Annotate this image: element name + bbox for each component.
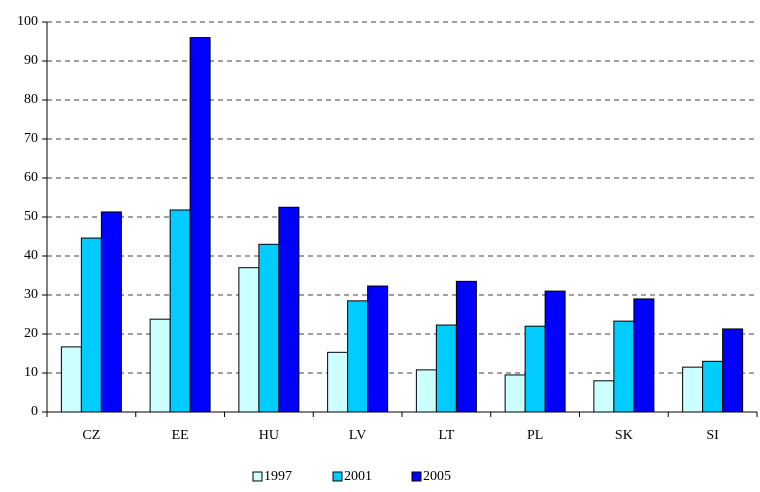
y-tick-label: 50 bbox=[24, 209, 38, 224]
legend-swatch bbox=[411, 471, 422, 482]
bar bbox=[435, 324, 457, 413]
bar bbox=[347, 300, 369, 413]
legend-label: 1997 bbox=[264, 469, 292, 484]
legend-label: 2001 bbox=[344, 469, 372, 484]
bar bbox=[238, 267, 260, 413]
y-tick-label: 10 bbox=[24, 365, 38, 380]
bar bbox=[504, 374, 526, 413]
bar bbox=[702, 360, 724, 413]
x-tick-label: SI bbox=[706, 428, 719, 443]
bar bbox=[278, 206, 300, 413]
bar bbox=[189, 37, 211, 413]
x-tick-label: LV bbox=[349, 428, 366, 443]
legend-label: 2005 bbox=[423, 469, 451, 484]
bar bbox=[60, 346, 82, 413]
x-tick-label: EE bbox=[172, 428, 189, 443]
legend-swatch bbox=[252, 471, 263, 482]
bar bbox=[455, 280, 477, 413]
bar bbox=[544, 290, 566, 413]
x-tick-label: PL bbox=[527, 428, 543, 443]
bar bbox=[80, 237, 102, 413]
bar bbox=[327, 351, 349, 413]
bar bbox=[633, 298, 655, 413]
x-tick-label: CZ bbox=[82, 428, 100, 443]
bar bbox=[169, 209, 191, 413]
bar bbox=[149, 318, 171, 413]
y-tick-label: 0 bbox=[31, 404, 38, 419]
bar bbox=[258, 243, 280, 413]
x-tick-label: HU bbox=[259, 428, 279, 443]
legend-swatch bbox=[332, 471, 343, 482]
y-tick-label: 40 bbox=[24, 248, 38, 263]
bar bbox=[722, 328, 744, 413]
x-tick-label: LT bbox=[438, 428, 454, 443]
y-tick-label: 70 bbox=[24, 131, 38, 146]
y-tick-label: 60 bbox=[24, 170, 38, 185]
bar bbox=[593, 380, 615, 413]
bar bbox=[613, 320, 635, 413]
y-tick-label: 80 bbox=[24, 92, 38, 107]
bar bbox=[367, 285, 389, 413]
x-tick-label: SK bbox=[615, 428, 633, 443]
y-tick-label: 100 bbox=[17, 14, 38, 29]
bar bbox=[682, 366, 704, 413]
y-tick-label: 30 bbox=[24, 287, 38, 302]
bar bbox=[415, 369, 437, 413]
y-tick-label: 90 bbox=[24, 53, 38, 68]
bar bbox=[100, 211, 122, 413]
bar bbox=[524, 325, 546, 413]
y-tick-label: 20 bbox=[24, 326, 38, 341]
